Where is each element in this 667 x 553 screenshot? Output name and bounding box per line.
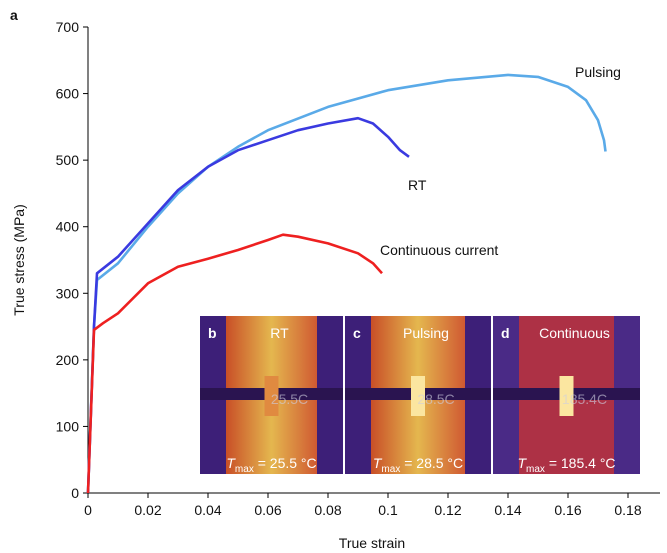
specimen <box>264 376 279 416</box>
x-tick-label: 0 <box>84 502 92 518</box>
series-line <box>86 73 607 494</box>
thermal-inset: 185.4C d Continuous Tmax = 185.4 °C <box>493 316 640 475</box>
series-label: Continuous current <box>380 242 498 258</box>
x-tick-label: 0.12 <box>434 502 461 518</box>
y-tick-label: 100 <box>56 418 80 434</box>
y-tick-label: 0 <box>71 485 79 501</box>
y-tick-label: 600 <box>56 86 80 102</box>
thermal-inset: 28.5C c Pulsing Tmax = 28.5 °C <box>345 316 491 475</box>
y-tick-label: 300 <box>56 285 80 301</box>
x-tick-label: 0.06 <box>254 502 281 518</box>
series-line <box>86 116 410 494</box>
inset-label: RT <box>270 325 289 341</box>
series-label: Pulsing <box>575 64 621 80</box>
inset-tmax: Tmax = 28.5 °C <box>373 455 463 475</box>
inset-letter: b <box>208 325 217 341</box>
x-tick-label: 0.14 <box>494 502 521 518</box>
inset-letter: c <box>353 325 361 341</box>
inset-tmax: Tmax = 185.4 °C <box>517 455 615 475</box>
x-tick-label: 0.04 <box>194 502 221 518</box>
specimen <box>559 376 574 416</box>
inset-letter: d <box>501 325 510 341</box>
series-line <box>86 233 383 494</box>
tmax-subscript: max <box>235 464 254 475</box>
series-label: RT <box>408 177 427 193</box>
y-tick-label: 500 <box>56 152 80 168</box>
x-tick-label: 0.02 <box>134 502 161 518</box>
x-tick-label: 0.18 <box>614 502 641 518</box>
tmax-symbol: T <box>373 455 383 471</box>
inset-reading: 25.5C <box>271 391 308 407</box>
tmax-text: = 28.5 °C <box>400 455 463 471</box>
x-tick-label: 0.08 <box>314 502 341 518</box>
inset-label: Pulsing <box>403 325 449 341</box>
specimen <box>411 376 425 416</box>
tmax-symbol: T <box>517 455 527 471</box>
inset-label: Continuous <box>539 325 610 341</box>
inset-reading: 28.5C <box>417 391 454 407</box>
tmax-subscript: max <box>381 464 400 475</box>
tmax-symbol: T <box>226 455 236 471</box>
thermal-inset: 25.5C b RT Tmax = 25.5 °C <box>200 316 343 475</box>
inset-tmax: Tmax = 25.5 °C <box>226 455 316 475</box>
x-axis-label: True strain <box>339 535 405 551</box>
y-axis-label: True stress (MPa) <box>11 204 27 316</box>
tmax-text: = 25.5 °C <box>254 455 317 471</box>
x-tick-label: 0.1 <box>378 502 398 518</box>
panel-label: a <box>10 7 18 23</box>
y-tick-label: 400 <box>56 219 80 235</box>
tmax-text: = 185.4 °C <box>545 455 616 471</box>
inset-reading: 185.4C <box>562 391 607 407</box>
x-tick-label: 0.16 <box>554 502 581 518</box>
y-tick-label: 200 <box>56 352 80 368</box>
tmax-subscript: max <box>526 464 545 475</box>
y-tick-label: 700 <box>56 19 80 35</box>
